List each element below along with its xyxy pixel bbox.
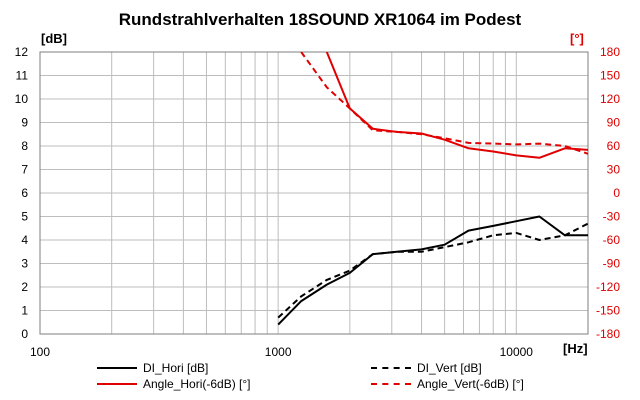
y-left-tick-label: 12 <box>15 45 29 59</box>
legend-item-angle-hori: Angle_Hori(-6dB) [°] <box>97 376 251 392</box>
legend-label: DI_Hori [dB] <box>143 361 209 375</box>
y-right-tick-label: 90 <box>607 116 621 130</box>
y-right-tick-label: -90 <box>603 257 621 271</box>
y-left-tick-label: 8 <box>21 139 28 153</box>
y-right-tick-label: -150 <box>596 304 620 318</box>
y-right-unit: [°] <box>570 31 584 46</box>
y-right-tick-label: -60 <box>603 233 621 247</box>
y-left-tick-label: 6 <box>21 186 28 200</box>
y-right-tick-label: -120 <box>596 280 620 294</box>
legend-label: Angle_Hori(-6dB) [°] <box>143 377 251 391</box>
legend-item-di-vert: DI_Vert [dB] <box>371 360 482 376</box>
y-right-tick-label: -180 <box>596 327 620 341</box>
y-left-tick-label: 10 <box>15 92 29 106</box>
y-right-tick-label: 30 <box>607 163 621 177</box>
y-right-tick-label: 150 <box>600 69 620 83</box>
legend: DI_Hori [dB] DI_Vert [dB] Angle_Hori(-6d… <box>0 358 640 398</box>
y-left-tick-label: 7 <box>21 163 28 177</box>
y-right-tick-label: -30 <box>603 210 621 224</box>
series-line-2 <box>325 52 588 159</box>
y-left-tick-label: 11 <box>16 69 29 83</box>
legend-label: DI_Vert [dB] <box>417 361 482 375</box>
legend-item-di-hori: DI_Hori [dB] <box>97 360 208 376</box>
y-left-tick-label: 5 <box>21 210 28 224</box>
y-right-tick-label: 120 <box>600 92 620 106</box>
x-unit: [Hz] <box>563 341 588 356</box>
y-right-tick-label: 0 <box>613 186 620 200</box>
legend-swatch <box>371 383 411 385</box>
legend-swatch <box>97 383 137 385</box>
x-tick-label: 10000 <box>500 345 534 359</box>
y-right-tick-label: 60 <box>607 139 621 153</box>
series-line-3 <box>300 52 588 155</box>
tick-layer: 0123456789101112-180-150-120-90-60-30030… <box>15 45 621 359</box>
legend-swatch <box>97 367 137 369</box>
grid-layer <box>39 51 589 335</box>
x-tick-label: 1000 <box>265 345 292 359</box>
x-tick-label: 100 <box>30 345 50 359</box>
y-left-tick-label: 0 <box>21 327 28 341</box>
chart-title: Rundstrahlverhalten 18SOUND XR1064 im Po… <box>118 10 522 29</box>
series-line-1 <box>277 222 588 319</box>
y-right-tick-label: 180 <box>600 45 620 59</box>
plot-border <box>39 51 589 335</box>
y-left-tick-label: 1 <box>21 304 28 318</box>
y-left-unit: [dB] <box>41 31 67 46</box>
y-left-tick-label: 9 <box>21 116 28 130</box>
legend-swatch <box>371 367 411 369</box>
axis-layer <box>39 51 589 335</box>
y-left-tick-label: 3 <box>21 257 28 271</box>
y-left-tick-label: 2 <box>21 280 28 294</box>
y-left-tick-label: 4 <box>21 233 28 247</box>
series-line-0 <box>277 215 588 326</box>
legend-label: Angle_Vert(-6dB) [°] <box>417 377 524 391</box>
legend-item-angle-vert: Angle_Vert(-6dB) [°] <box>371 376 524 392</box>
series-layer <box>277 52 588 326</box>
